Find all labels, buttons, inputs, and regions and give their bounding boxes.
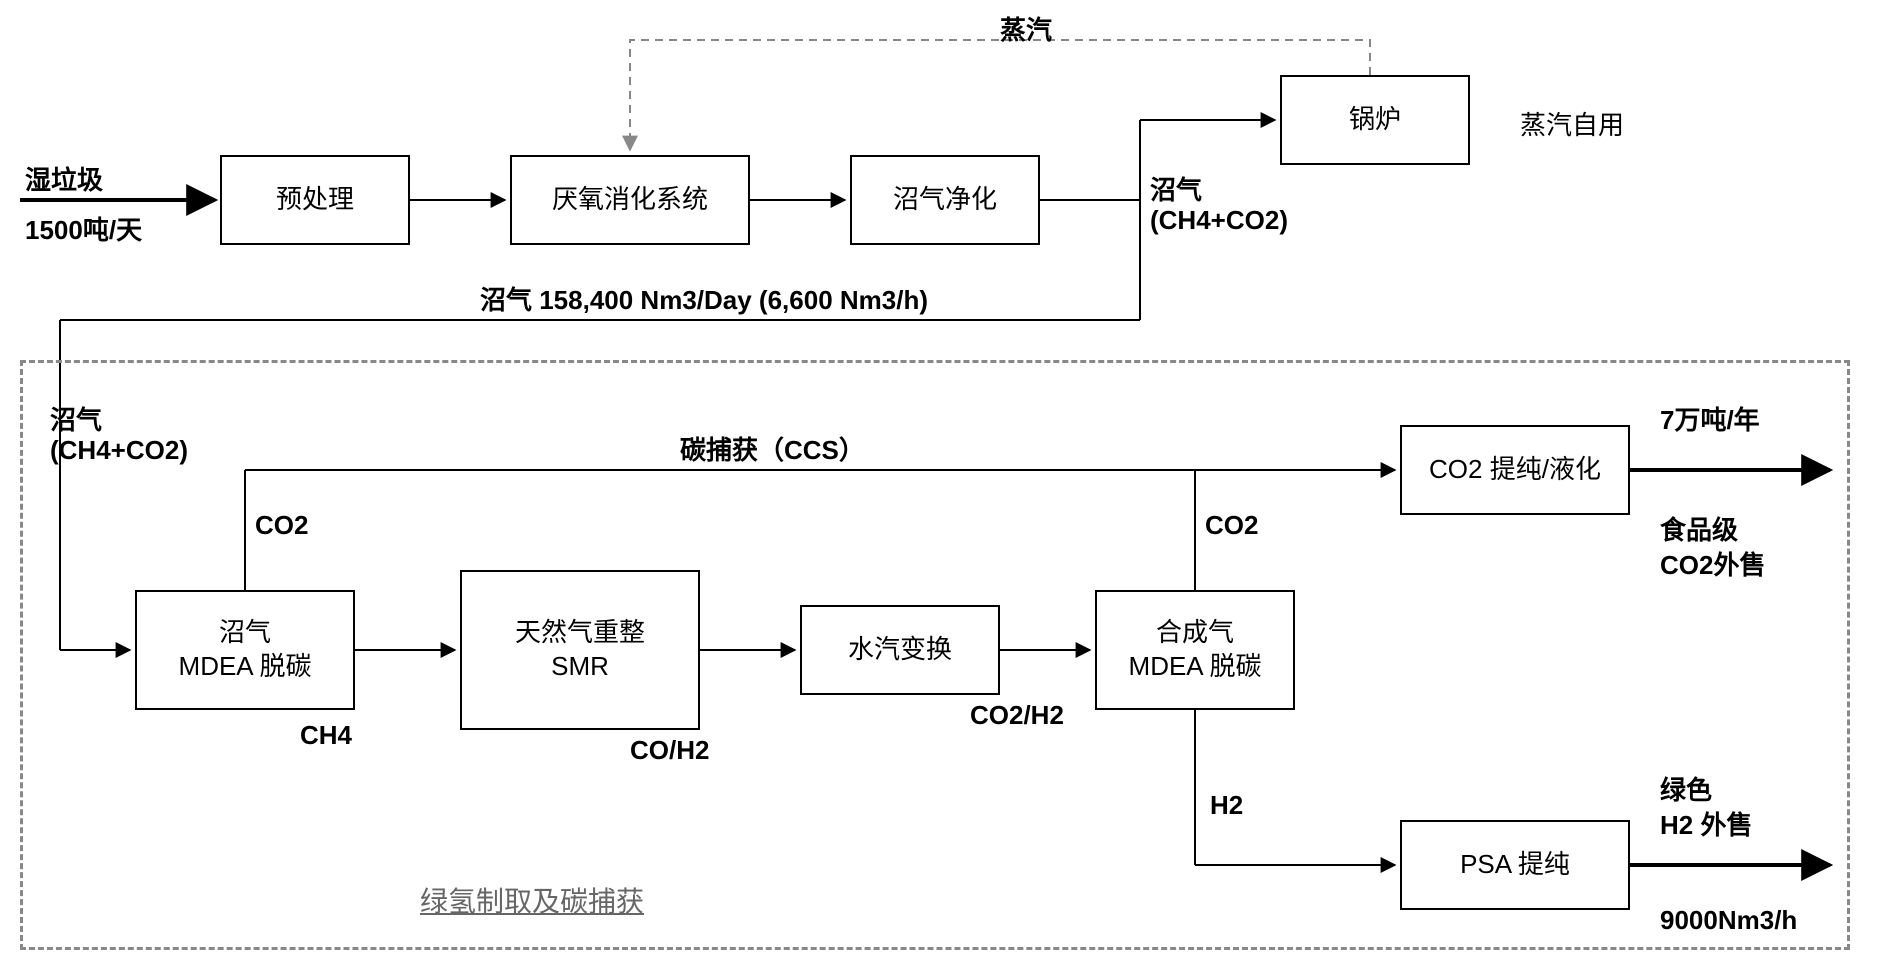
- node-smr: 天然气重整 SMR: [460, 570, 700, 730]
- label-h2-sale: H2 外售: [1660, 805, 1752, 842]
- node-co2-liquefaction: CO2 提纯/液化: [1400, 425, 1630, 515]
- label-steam: 蒸汽: [1000, 10, 1052, 47]
- node-mdea-biogas: 沼气 MDEA 脱碳: [135, 590, 355, 710]
- label-h2: H2: [1210, 790, 1243, 821]
- node-anaerobic-digestion: 厌氧消化系统: [510, 155, 750, 245]
- label-ccs: 碳捕获（CCS）: [680, 430, 865, 467]
- node-boiler: 锅炉: [1280, 75, 1470, 165]
- node-pretreatment: 预处理: [220, 155, 410, 245]
- label-coh2: CO/H2: [630, 735, 709, 766]
- label-biogas2: 沼气: [50, 400, 102, 437]
- label-co2-output-rate: 7万吨/年: [1660, 400, 1760, 437]
- node-biogas-purification: 沼气净化: [850, 155, 1040, 245]
- region-caption: 绿氢制取及碳捕获: [420, 880, 644, 920]
- label-biogas-comp: (CH4+CO2): [1150, 205, 1288, 236]
- node-label: PSA 提纯: [1460, 848, 1570, 882]
- node-label: 预处理: [276, 183, 354, 217]
- node-label: CO2 提纯/液化: [1429, 453, 1601, 487]
- label-h2-green: 绿色: [1660, 770, 1712, 807]
- node-label-line1: 天然气重整: [515, 616, 645, 650]
- node-psa: PSA 提纯: [1400, 820, 1630, 910]
- node-mdea-syngas: 合成气 MDEA 脱碳: [1095, 590, 1295, 710]
- label-co2-output-sale: CO2外售: [1660, 545, 1765, 582]
- label-wet-waste: 湿垃圾: [25, 160, 103, 197]
- label-co2h2: CO2/H2: [970, 700, 1064, 731]
- node-label-line1: 沼气: [219, 616, 271, 650]
- node-label: 锅炉: [1349, 103, 1401, 137]
- node-label: 厌氧消化系统: [552, 183, 708, 217]
- label-steam-selfuse: 蒸汽自用: [1520, 105, 1624, 142]
- node-label-line2: MDEA 脱碳: [179, 650, 312, 684]
- node-label-line2: SMR: [551, 650, 609, 684]
- node-label: 水汽变换: [848, 633, 952, 667]
- label-biogas: 沼气: [1150, 170, 1202, 207]
- node-water-gas-shift: 水汽变换: [800, 605, 1000, 695]
- label-co2-2: CO2: [1205, 510, 1258, 541]
- label-biogas-flow: 沼气 158,400 Nm3/Day (6,600 Nm3/h): [480, 280, 928, 317]
- label-co2-1: CO2: [255, 510, 308, 541]
- label-biogas2-comp: (CH4+CO2): [50, 435, 188, 466]
- label-h2-rate: 9000Nm3/h: [1660, 905, 1797, 936]
- node-label-line1: 合成气: [1156, 616, 1234, 650]
- node-label: 沼气净化: [893, 183, 997, 217]
- label-input-rate: 1500吨/天: [25, 210, 142, 247]
- label-ch4: CH4: [300, 720, 352, 751]
- label-co2-output-grade: 食品级: [1660, 510, 1738, 547]
- node-label-line2: MDEA 脱碳: [1129, 650, 1262, 684]
